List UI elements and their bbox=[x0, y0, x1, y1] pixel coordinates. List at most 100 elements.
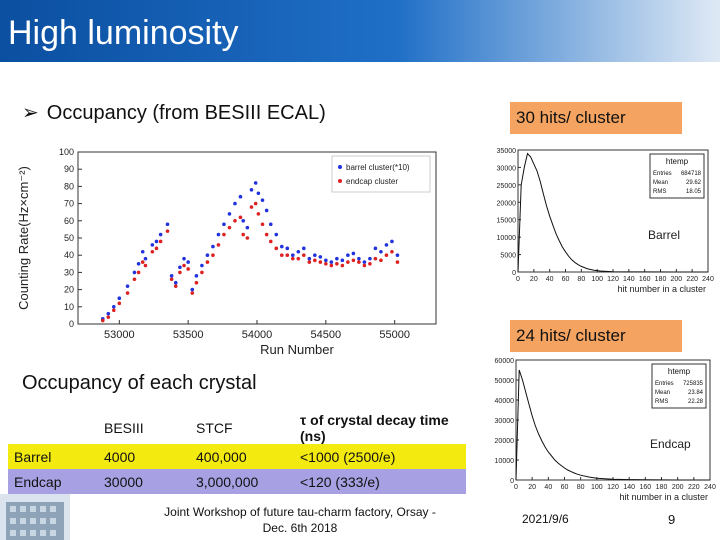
table-header-cell: τ of crystal decay time (ns) bbox=[294, 412, 466, 444]
x-tick-label: 140 bbox=[623, 276, 635, 283]
stats-title: htemp bbox=[668, 367, 691, 376]
barrel-point bbox=[268, 222, 273, 227]
stats-label: Entries bbox=[653, 171, 672, 177]
barrel-point bbox=[285, 246, 290, 251]
barrel-point bbox=[373, 246, 378, 251]
barrel-point bbox=[291, 253, 295, 257]
y-tick-label: 5000 bbox=[500, 253, 516, 260]
stats-value: 23.84 bbox=[688, 390, 704, 396]
barrel-point bbox=[313, 253, 317, 257]
barrel-point bbox=[368, 256, 372, 261]
endcap-point bbox=[186, 267, 190, 271]
barrel-point bbox=[274, 232, 279, 237]
endcap-point bbox=[200, 270, 204, 275]
legend-marker bbox=[338, 179, 342, 183]
y-tick-label: 60 bbox=[64, 216, 74, 226]
barrel-point bbox=[132, 270, 137, 275]
table-cell: 3,000,000 bbox=[190, 469, 294, 494]
occupancy-table: BESIII STCF τ of crystal decay time (ns)… bbox=[8, 412, 466, 494]
barrel-point bbox=[117, 296, 122, 300]
endcap-point bbox=[351, 258, 356, 263]
endcap-point bbox=[346, 260, 350, 264]
y-tick-label: 40 bbox=[64, 250, 74, 260]
x-tick-label: 100 bbox=[591, 276, 603, 283]
footer-event-line1: Joint Workshop of future tau-charm facto… bbox=[164, 505, 436, 519]
endcap-point bbox=[158, 239, 163, 244]
endcap-point bbox=[173, 284, 178, 288]
page-number: 9 bbox=[668, 512, 676, 527]
endcap-point bbox=[211, 253, 215, 257]
endcap-point bbox=[154, 246, 159, 251]
endcap-point bbox=[140, 260, 145, 264]
table-cell: Barrel bbox=[8, 444, 98, 469]
endcap-point bbox=[194, 280, 199, 285]
barrel-point bbox=[140, 249, 145, 254]
x-tick-label: 53000 bbox=[104, 329, 135, 341]
barrel-point bbox=[169, 274, 174, 278]
bullet-occupancy: ➢ Occupancy (from BESIII ECAL) bbox=[22, 100, 326, 125]
stats-label: Entries bbox=[655, 381, 674, 387]
barrel-point bbox=[106, 311, 111, 316]
barrel-point bbox=[143, 256, 148, 261]
footer-event: Joint Workshop of future tau-charm facto… bbox=[135, 504, 465, 536]
x-tick-label: 120 bbox=[607, 276, 619, 283]
y-tick-label: 30 bbox=[64, 267, 74, 277]
legend-entry: barrel cluster(*10) bbox=[346, 163, 410, 172]
label-24-hits: 24 hits/ cluster bbox=[510, 320, 682, 352]
x-tick-label: 180 bbox=[656, 484, 668, 491]
barrel-point bbox=[211, 244, 215, 249]
table-cell: 4000 bbox=[98, 444, 190, 469]
stats-value: 684718 bbox=[681, 171, 702, 177]
barrel-point bbox=[194, 274, 199, 278]
barrel-point bbox=[296, 249, 301, 254]
x-tick-label: 160 bbox=[639, 276, 651, 283]
y-tick-label: 30000 bbox=[495, 418, 515, 425]
barrel-point bbox=[182, 256, 186, 261]
y-tick-label: 80 bbox=[64, 181, 74, 191]
stats-value: 18.05 bbox=[686, 189, 702, 195]
barrel-point bbox=[357, 256, 361, 261]
y-axis-label: Counting Rate(Hz×cm⁻²) bbox=[16, 166, 31, 310]
y-tick-label: 100 bbox=[59, 147, 74, 157]
barrel-point bbox=[238, 194, 243, 199]
endcap-point bbox=[205, 260, 210, 264]
barrel-point bbox=[395, 253, 400, 257]
endcap-point bbox=[245, 236, 250, 240]
barrel-point bbox=[205, 253, 210, 257]
x-tick-label: 54500 bbox=[311, 329, 342, 341]
barrel-point bbox=[249, 188, 254, 192]
endcap-point bbox=[296, 256, 301, 261]
barrel-point bbox=[190, 287, 195, 292]
endcap-point bbox=[274, 246, 279, 251]
barrel-point bbox=[200, 263, 204, 268]
endcap-point bbox=[112, 308, 116, 313]
barrel-point bbox=[384, 243, 389, 247]
y-tick-label: 10000 bbox=[497, 235, 517, 242]
label-30-hits: 30 hits/ cluster bbox=[510, 102, 682, 134]
barrel-point bbox=[335, 256, 339, 261]
y-tick-label: 10000 bbox=[495, 458, 515, 465]
barrel-point bbox=[227, 212, 232, 216]
y-tick-label: 10 bbox=[64, 302, 74, 312]
endcap-point bbox=[241, 232, 246, 237]
x-tick-label: 240 bbox=[702, 276, 714, 283]
y-tick-label: 0 bbox=[69, 319, 74, 329]
y-tick-label: 50 bbox=[64, 233, 74, 243]
x-tick-label: 140 bbox=[623, 484, 635, 491]
x-tick-label: 40 bbox=[546, 276, 554, 283]
x-tick-label: 20 bbox=[530, 276, 538, 283]
y-tick-label: 35000 bbox=[497, 148, 517, 155]
endcap-point bbox=[136, 270, 141, 275]
stats-box bbox=[651, 363, 707, 409]
barrel-point bbox=[186, 260, 190, 264]
endcap-point bbox=[384, 253, 389, 257]
endcap-point bbox=[395, 260, 400, 264]
endcap-point bbox=[357, 260, 361, 264]
table-cell: <120 (333/e) bbox=[294, 469, 466, 494]
barrel-point bbox=[362, 260, 367, 264]
stats-value: 29.62 bbox=[686, 180, 702, 186]
y-tick-label: 20000 bbox=[497, 200, 517, 207]
barrel-point bbox=[260, 198, 265, 202]
y-tick-label: 0 bbox=[510, 478, 514, 485]
histogram-line bbox=[517, 152, 708, 273]
